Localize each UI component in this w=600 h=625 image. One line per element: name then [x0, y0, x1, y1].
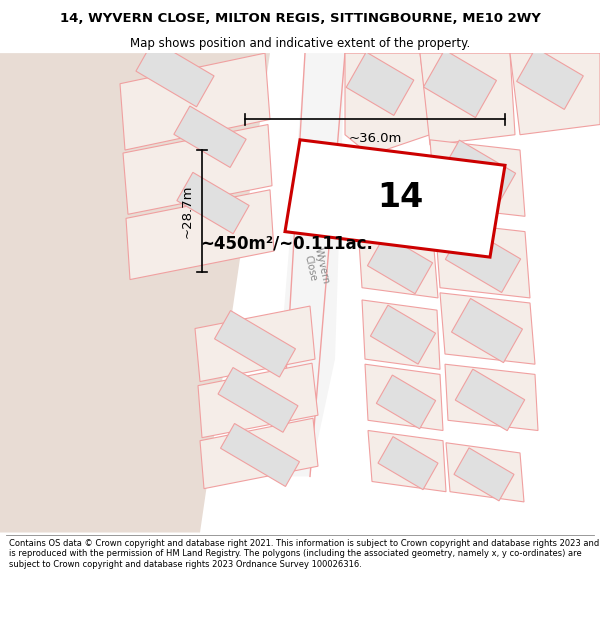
Polygon shape	[446, 442, 524, 502]
Polygon shape	[177, 173, 249, 234]
Polygon shape	[126, 190, 274, 279]
Polygon shape	[136, 40, 214, 107]
Polygon shape	[362, 300, 440, 369]
Polygon shape	[215, 311, 295, 377]
Text: ~450m²/~0.111ac.: ~450m²/~0.111ac.	[200, 234, 373, 252]
Polygon shape	[452, 299, 523, 362]
Polygon shape	[358, 226, 438, 298]
Polygon shape	[270, 53, 345, 476]
Text: ~28.7m: ~28.7m	[181, 184, 194, 238]
Polygon shape	[445, 226, 521, 292]
Polygon shape	[218, 368, 298, 432]
Polygon shape	[200, 418, 318, 489]
Polygon shape	[445, 364, 538, 431]
Polygon shape	[365, 364, 443, 431]
Polygon shape	[120, 53, 270, 150]
Text: Contains OS data © Crown copyright and database right 2021. This information is : Contains OS data © Crown copyright and d…	[9, 539, 599, 569]
Polygon shape	[123, 124, 272, 214]
Polygon shape	[435, 221, 530, 298]
Polygon shape	[420, 53, 515, 145]
Text: ~36.0m: ~36.0m	[349, 132, 401, 144]
Polygon shape	[345, 53, 430, 155]
Text: Wyvern
Close: Wyvern Close	[301, 247, 331, 288]
Polygon shape	[510, 53, 600, 135]
Polygon shape	[440, 292, 535, 364]
Polygon shape	[174, 106, 246, 168]
Polygon shape	[376, 375, 436, 429]
Polygon shape	[346, 52, 414, 116]
Polygon shape	[440, 140, 515, 207]
Polygon shape	[367, 235, 433, 294]
Text: 14: 14	[377, 181, 423, 214]
Polygon shape	[285, 140, 505, 257]
Polygon shape	[454, 448, 514, 501]
Polygon shape	[355, 155, 435, 232]
Polygon shape	[221, 424, 299, 486]
Text: Map shows position and indicative extent of the property.: Map shows position and indicative extent…	[130, 38, 470, 50]
Polygon shape	[370, 305, 436, 364]
Polygon shape	[195, 306, 315, 381]
Polygon shape	[430, 140, 525, 216]
Polygon shape	[455, 369, 525, 431]
Polygon shape	[364, 159, 430, 218]
Text: 14, WYVERN CLOSE, MILTON REGIS, SITTINGBOURNE, ME10 2WY: 14, WYVERN CLOSE, MILTON REGIS, SITTINGB…	[59, 12, 541, 24]
Polygon shape	[424, 50, 496, 118]
Polygon shape	[378, 437, 438, 489]
Polygon shape	[198, 363, 318, 438]
Polygon shape	[0, 53, 270, 532]
Polygon shape	[517, 48, 583, 109]
Polygon shape	[368, 431, 446, 492]
